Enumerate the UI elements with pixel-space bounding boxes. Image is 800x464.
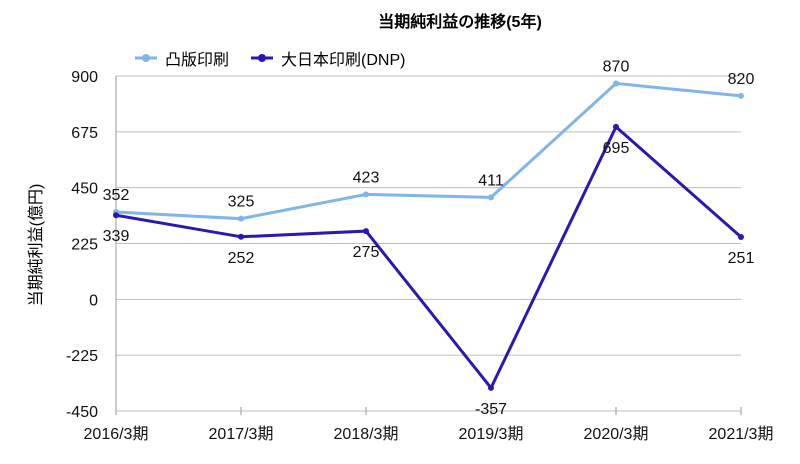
data-point <box>488 194 494 201</box>
legend-item-dnp: 大日本印刷(DNP) <box>251 46 405 70</box>
chart-title: 当期純利益の推移(5年) <box>378 14 542 31</box>
data-point <box>113 212 119 219</box>
y-tick-label: -450 <box>66 404 98 421</box>
data-point <box>363 191 369 198</box>
legend-marker-icon <box>251 54 274 62</box>
data-point <box>738 92 744 99</box>
data-point <box>363 228 369 235</box>
legend-label: 大日本印刷(DNP) <box>281 52 406 69</box>
x-tick-label: 2016/3期 <box>84 425 149 443</box>
data-label: 339 <box>103 228 130 245</box>
y-tick-label: 900 <box>71 69 98 86</box>
legend-label: 凸版印刷 <box>165 52 230 69</box>
data-label: -357 <box>475 401 507 418</box>
data-point <box>613 80 619 87</box>
series-line-1 <box>115 124 742 391</box>
data-label: 275 <box>353 244 380 261</box>
x-tick-label: 2020/3期 <box>584 425 649 443</box>
legend-item-toppan: 凸版印刷 <box>135 46 229 70</box>
data-point <box>488 384 494 391</box>
series-line-0 <box>115 81 742 221</box>
data-label: 325 <box>228 194 255 211</box>
data-label: 352 <box>103 187 130 204</box>
data-point <box>738 234 744 241</box>
data-label: 820 <box>728 71 755 88</box>
y-tick-label: -225 <box>66 348 98 365</box>
legend-marker-icon <box>135 54 157 62</box>
data-point <box>238 215 244 222</box>
y-tick-label: 0 <box>89 292 98 309</box>
data-label: 411 <box>478 172 504 189</box>
data-label: 870 <box>603 58 630 75</box>
data-label: 252 <box>228 250 255 267</box>
x-tick-label: 2018/3期 <box>334 425 399 443</box>
data-point <box>238 233 244 240</box>
x-tick-label: 2019/3期 <box>459 425 524 443</box>
y-tick-label: 450 <box>71 181 98 198</box>
data-point <box>613 123 619 130</box>
data-label: 423 <box>353 169 380 186</box>
legend: 凸版印刷 大日本印刷(DNP) <box>135 46 405 70</box>
data-label: 251 <box>728 250 755 267</box>
x-tick-label: 2017/3期 <box>209 425 274 443</box>
x-tick-label: 2021/3期 <box>709 425 774 443</box>
data-label: 695 <box>603 140 630 157</box>
y-tick-label: 225 <box>71 237 98 254</box>
y-tick-label: 675 <box>71 125 98 142</box>
